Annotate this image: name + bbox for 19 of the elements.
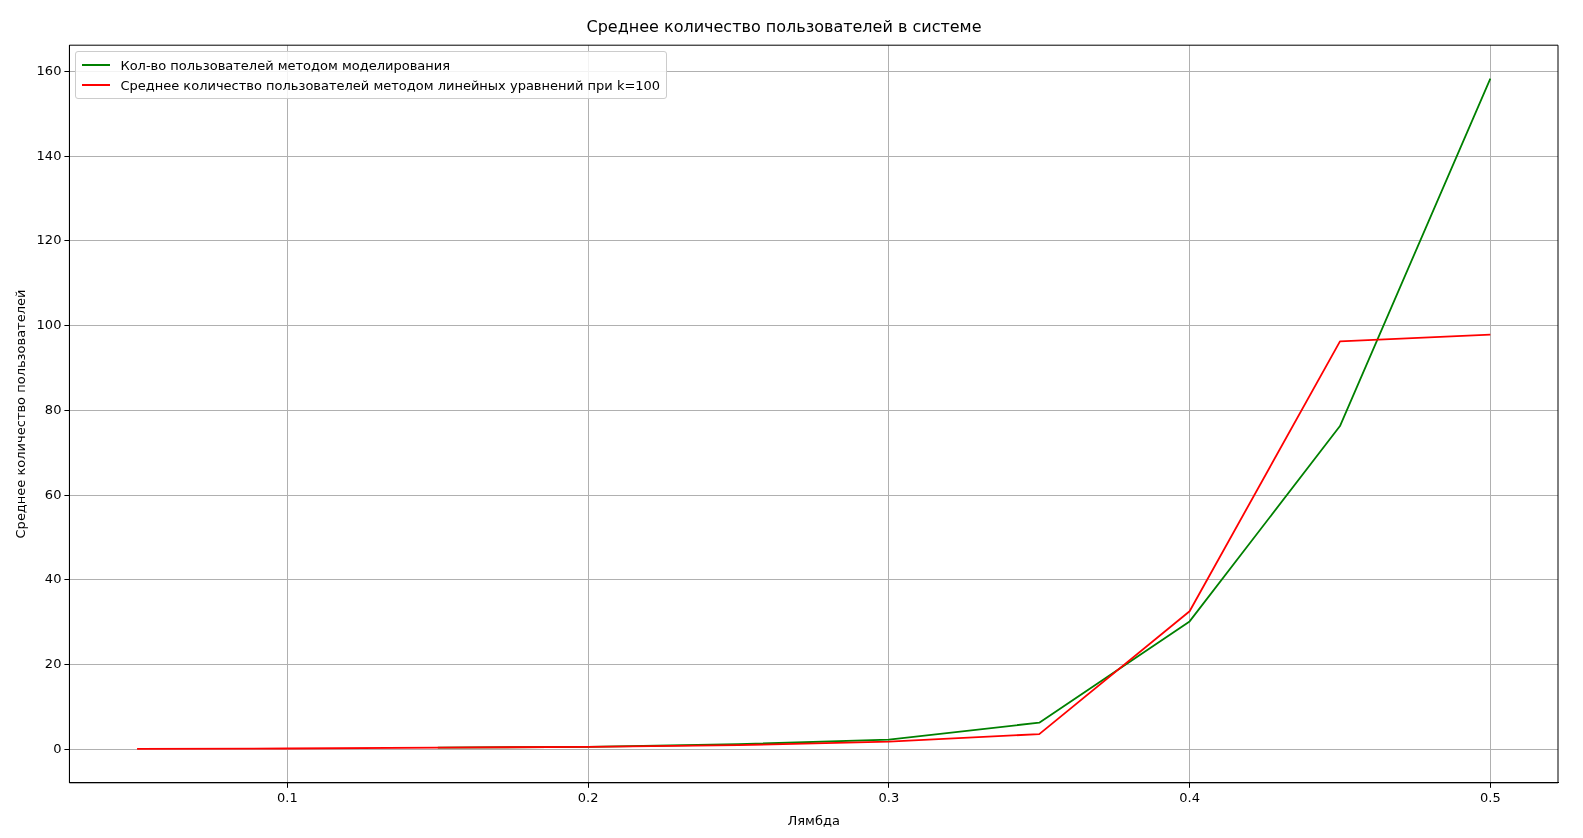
x-tick-label: 0.1 xyxy=(277,789,298,805)
legend-label: Кол-во пользователей методом моделирования xyxy=(120,57,451,73)
y-tick-label: 20 xyxy=(44,655,62,671)
y-tick-label: 100 xyxy=(36,317,62,333)
y-axis-title: Среднее количество пользователей xyxy=(13,289,29,539)
y-tick-label: 140 xyxy=(36,147,62,163)
x-tick-label: 0.3 xyxy=(878,789,900,805)
legend-label: Среднее количество пользователей методом линейных уравнений при k=100 xyxy=(120,77,661,93)
x-axis-title: Лямбда xyxy=(787,812,840,828)
chart-title: Среднее количество пользователей в системе xyxy=(586,16,982,36)
y-tick-label: 80 xyxy=(44,401,62,417)
x-tick-label: 0.2 xyxy=(577,789,599,805)
y-tick-label: 60 xyxy=(44,486,62,502)
y-tick-label: 0 xyxy=(53,740,62,756)
x-tick-label: 0.4 xyxy=(1179,789,1200,805)
x-tick-label: 0.5 xyxy=(1479,789,1501,805)
y-tick-label: 120 xyxy=(36,232,62,248)
y-tick-label: 40 xyxy=(44,571,62,587)
y-tick-label: 160 xyxy=(36,62,62,78)
